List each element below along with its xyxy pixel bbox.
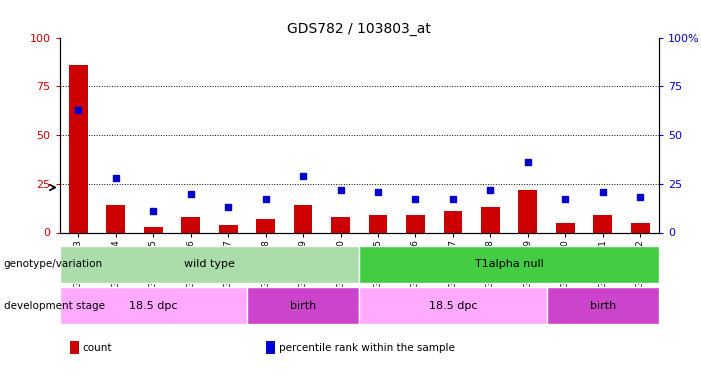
Bar [294, 205, 313, 232]
Bar [631, 223, 650, 232]
Bar [331, 217, 350, 232]
Bar [107, 205, 125, 232]
Text: percentile rank within the sample: percentile rank within the sample [279, 343, 455, 353]
Text: 18.5 dpc: 18.5 dpc [429, 301, 477, 310]
Text: birth: birth [290, 301, 316, 310]
Bar [359, 246, 659, 283]
Bar [257, 219, 275, 232]
Bar [182, 217, 200, 232]
Text: genotype/variation: genotype/variation [4, 260, 102, 269]
Bar [69, 65, 88, 232]
Bar [219, 225, 238, 232]
Bar [547, 287, 659, 324]
Bar [359, 287, 547, 324]
Text: development stage: development stage [4, 301, 104, 310]
Bar [593, 215, 612, 232]
Bar [369, 215, 388, 232]
Bar [60, 246, 359, 283]
Bar [556, 223, 575, 232]
Bar [444, 211, 462, 232]
Title: GDS782 / 103803_at: GDS782 / 103803_at [287, 22, 431, 36]
Text: wild type: wild type [184, 260, 235, 269]
Bar [247, 287, 359, 324]
Bar [144, 226, 163, 232]
Text: count: count [83, 343, 112, 353]
Bar [519, 190, 537, 232]
Text: 18.5 dpc: 18.5 dpc [129, 301, 177, 310]
Text: T1alpha null: T1alpha null [475, 260, 543, 269]
Bar [406, 215, 425, 232]
Bar [60, 287, 247, 324]
Text: birth: birth [590, 301, 616, 310]
Bar [481, 207, 500, 232]
